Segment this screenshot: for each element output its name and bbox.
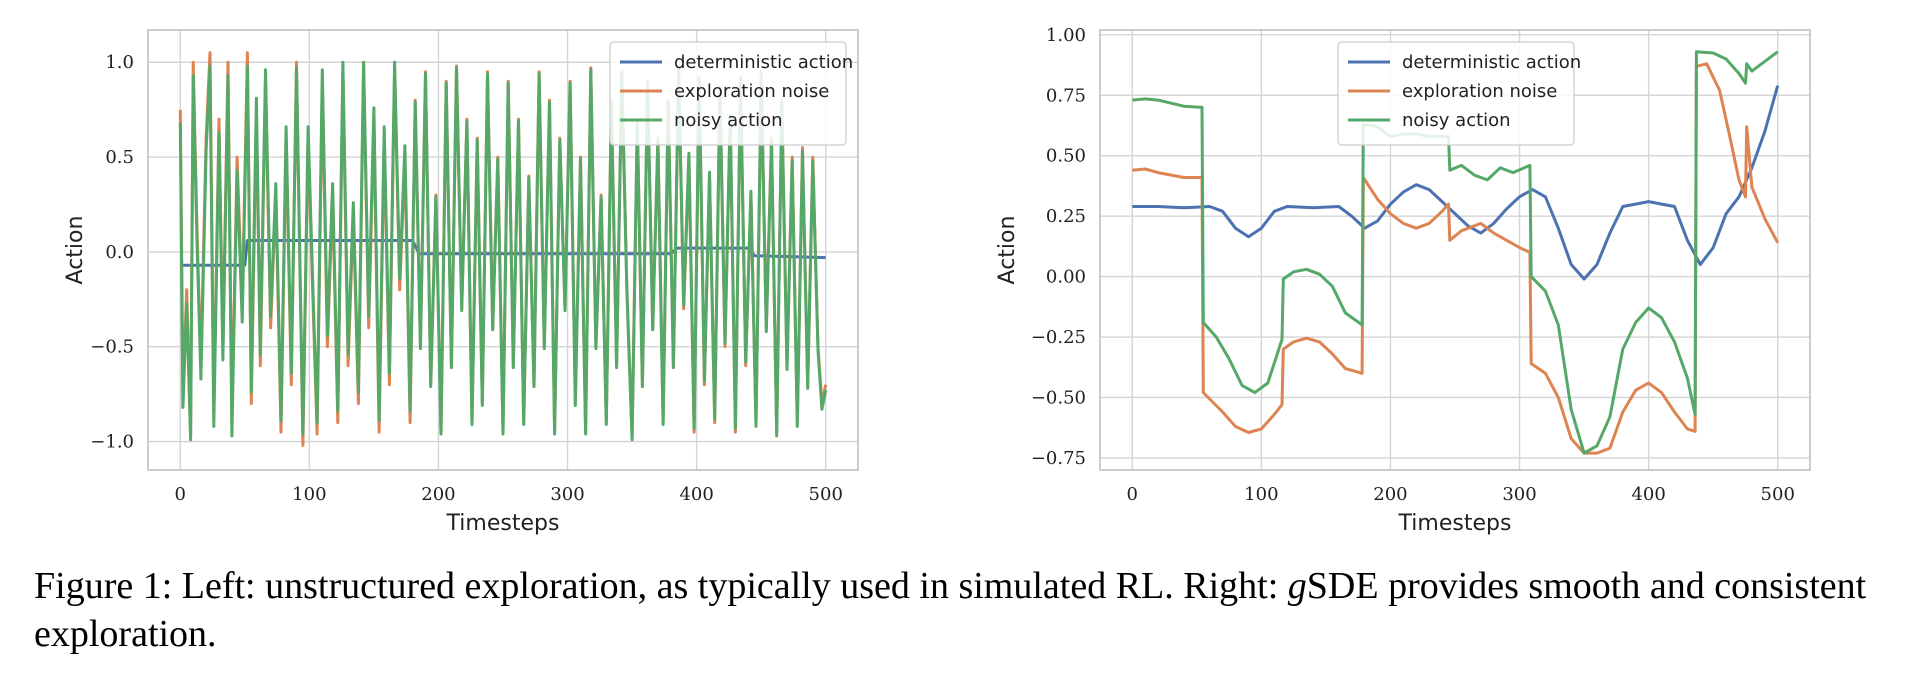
y-tick-label: 0.5: [105, 147, 134, 168]
x-tick-label: 100: [292, 484, 326, 505]
legend-label: exploration noise: [674, 81, 829, 102]
x-tick-label: 300: [1502, 484, 1536, 505]
x-tick-label: 200: [421, 484, 455, 505]
y-tick-label: −0.25: [1031, 327, 1086, 348]
series-line-noisy: [178, 60, 828, 442]
plot-frame: [147, 29, 859, 471]
y-tick-label: 0.25: [1046, 206, 1086, 227]
y-tick-label: −0.50: [1031, 387, 1086, 408]
y-tick-label: 0.75: [1046, 85, 1086, 106]
left-chart: 0 100 200 300 400 500 −1.0 −0.5 0.0 0.5 1.0 Timeste…: [63, 29, 859, 536]
x-tick-label: 0: [175, 484, 186, 505]
legend-label: exploration noise: [1402, 81, 1557, 102]
x-axis-label: Timesteps: [1398, 511, 1512, 536]
x-tick-label: 500: [1761, 484, 1795, 505]
legend: deterministic action exploration noise noi…: [1337, 41, 1581, 146]
legend-box: [1337, 41, 1575, 146]
y-tick-label: 0.00: [1046, 267, 1086, 288]
y-tick-label: 0.0: [105, 242, 134, 263]
caption-italic: g: [1287, 565, 1307, 607]
x-tick-label: 200: [1373, 484, 1407, 505]
y-tick-label: 1.0: [105, 52, 134, 73]
y-tick-label: −0.75: [1031, 448, 1086, 469]
y-axis-label: Action: [995, 216, 1020, 285]
plot-frame: [1099, 29, 1811, 471]
legend-label: noisy action: [674, 110, 783, 131]
x-tick-label: 400: [1631, 484, 1665, 505]
y-tick-label: 0.50: [1046, 146, 1086, 167]
figure-canvas: 0 100 200 300 400 500 −1.0 −0.5 0.0 0.5 1.0 Timeste…: [63, 25, 1811, 536]
legend: deterministic action exploration noise noi…: [609, 41, 853, 146]
y-tick-label: −0.5: [90, 337, 134, 358]
x-tick-label: 100: [1244, 484, 1278, 505]
x-tick-label: 500: [809, 484, 843, 505]
y-axis-label: Action: [63, 216, 88, 285]
y-tick-label: −1.0: [90, 432, 134, 453]
legend-label: deterministic action: [1402, 52, 1581, 73]
x-tick-label: 300: [550, 484, 584, 505]
caption-suffix: SDE provides smooth and consistent explo…: [34, 565, 1867, 655]
y-tick-label: 1.00: [1046, 25, 1086, 46]
caption-prefix: Figure 1: Left: unstructured exploration…: [34, 565, 1288, 607]
x-tick-label: 400: [679, 484, 713, 505]
figure-caption: Figure 1: Left: unstructured exploration…: [34, 562, 1914, 658]
legend-label: noisy action: [1402, 110, 1511, 131]
legend-box: [609, 41, 847, 146]
right-chart: 0 100 200 300 400 500 −0.75 −0.50 −0.25 0.00 0.25 0…: [995, 25, 1811, 536]
x-axis-label: Timesteps: [446, 511, 560, 536]
legend-label: deterministic action: [674, 52, 853, 73]
x-tick-label: 0: [1127, 484, 1138, 505]
series-line-noisy: [1132, 50, 1779, 455]
